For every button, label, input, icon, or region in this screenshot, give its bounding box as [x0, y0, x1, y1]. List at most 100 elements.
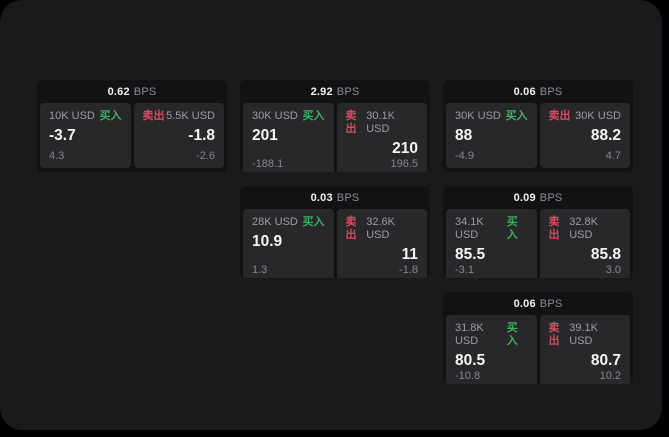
buy-quote-tile[interactable]: 28K USD 买入 10.9 1.3 — [243, 209, 334, 278]
sell-quote-tile[interactable]: 卖出 32.8K USD 85.8 3.0 — [539, 209, 630, 278]
sell-amount: 39.1K USD — [569, 322, 598, 347]
sell-delta: -2.6 — [196, 150, 215, 162]
sell-label[interactable]: 卖出 — [548, 216, 560, 241]
sell-amount: 32.6K USD — [366, 216, 395, 241]
spread-value: 0.09 — [513, 191, 536, 204]
spread-header: 0.03 BPS — [240, 186, 430, 209]
sell-label[interactable]: 卖出 — [548, 110, 571, 122]
sell-tile-header: 卖出 30K USD — [549, 110, 622, 123]
trading-quotes-panel: 0.62 BPS 10K USD 买入 -3.7 4.3 卖出 5.5K USD… — [0, 0, 662, 430]
spread-unit: BPS — [539, 297, 563, 310]
sell-label[interactable]: 卖出 — [345, 216, 357, 241]
sell-label[interactable]: 卖出 — [548, 322, 560, 347]
buy-quote-tile[interactable]: 30K USD 买入 88 -4.9 — [446, 103, 537, 168]
buy-amount: 10K USD — [49, 110, 95, 122]
sell-quote-tile[interactable]: 卖出 39.1K USD 80.7 10.2 — [539, 315, 630, 384]
buy-tile-header: 28K USD 买入 — [252, 216, 325, 229]
sell-label[interactable]: 卖出 — [345, 110, 357, 135]
quote-card-grid: 0.62 BPS 10K USD 买入 -3.7 4.3 卖出 5.5K USD… — [37, 80, 633, 384]
sell-amount: 30.1K USD — [366, 110, 395, 135]
buy-price: 10.9 — [252, 233, 283, 250]
buy-price: 88 — [455, 127, 473, 144]
spread-header: 0.09 BPS — [443, 186, 633, 209]
buy-delta: -10.8 — [455, 370, 481, 382]
quote-card: 0.03 BPS 28K USD 买入 10.9 1.3 卖出 32.6K US… — [240, 186, 430, 278]
buy-delta: -4.9 — [455, 150, 474, 162]
buy-tile-header: 31.8K USD 买入 — [455, 322, 528, 348]
spread-value: 0.03 — [310, 191, 333, 204]
buy-delta: -188.1 — [252, 158, 284, 170]
buy-amount: 31.8K USD — [455, 322, 484, 347]
buy-delta: -3.1 — [455, 264, 474, 276]
sell-tile-header: 卖出 30.1K USD — [346, 110, 419, 136]
quote-card: 0.06 BPS 31.8K USD 买入 80.5 -10.8 卖出 39.1… — [443, 292, 633, 384]
buy-label[interactable]: 买入 — [506, 216, 518, 241]
buy-quote-tile[interactable]: 34.1K USD 买入 85.5 -3.1 — [446, 209, 537, 278]
sell-tile-header: 卖出 32.6K USD — [346, 216, 419, 242]
quote-card: 0.06 BPS 30K USD 买入 88 -4.9 卖出 30K USD 8… — [443, 80, 633, 172]
spread-unit: BPS — [336, 85, 360, 98]
buy-delta: 1.3 — [252, 264, 268, 276]
buy-label[interactable]: 买入 — [505, 110, 528, 122]
spread-header: 2.92 BPS — [240, 80, 430, 103]
buy-tile-header: 34.1K USD 买入 — [455, 216, 528, 242]
sell-price: 210 — [392, 140, 418, 157]
buy-label[interactable]: 买入 — [99, 110, 122, 122]
spread-value: 2.92 — [310, 85, 333, 98]
sell-amount: 30K USD — [575, 110, 621, 122]
buy-amount: 28K USD — [252, 216, 298, 228]
buy-quote-tile[interactable]: 10K USD 买入 -3.7 4.3 — [40, 103, 131, 168]
quote-card: 2.92 BPS 30K USD 买入 201 -188.1 卖出 30.1K … — [240, 80, 430, 172]
sell-label[interactable]: 卖出 — [142, 110, 165, 122]
spread-unit: BPS — [336, 191, 360, 204]
quote-body: 30K USD 买入 201 -188.1 卖出 30.1K USD 210 1… — [240, 103, 430, 172]
buy-tile-header: 10K USD 买入 — [49, 110, 122, 123]
quote-body: 34.1K USD 买入 85.5 -3.1 卖出 32.8K USD 85.8… — [443, 209, 633, 278]
buy-quote-tile[interactable]: 31.8K USD 买入 80.5 -10.8 — [446, 315, 537, 384]
buy-amount: 30K USD — [252, 110, 298, 122]
buy-delta: 4.3 — [49, 150, 65, 162]
sell-delta: 3.0 — [605, 264, 621, 276]
sell-delta: -1.8 — [399, 264, 418, 276]
sell-delta: 196.5 — [390, 158, 418, 170]
sell-tile-header: 卖出 5.5K USD — [143, 110, 216, 123]
buy-price: 80.5 — [455, 352, 486, 369]
spread-value: 0.06 — [513, 85, 536, 98]
sell-quote-tile[interactable]: 卖出 5.5K USD -1.8 -2.6 — [133, 103, 224, 168]
buy-amount: 34.1K USD — [455, 216, 484, 241]
spread-value: 0.06 — [513, 297, 536, 310]
sell-quote-tile[interactable]: 卖出 30K USD 88.2 4.7 — [539, 103, 630, 168]
sell-price: 85.8 — [590, 246, 621, 263]
quote-body: 28K USD 买入 10.9 1.3 卖出 32.6K USD 11 -1.8 — [240, 209, 430, 278]
sell-price: 11 — [401, 246, 418, 263]
spread-header: 0.06 BPS — [443, 80, 633, 103]
buy-price: -3.7 — [49, 127, 76, 144]
buy-label[interactable]: 买入 — [506, 322, 518, 347]
sell-quote-tile[interactable]: 卖出 30.1K USD 210 196.5 — [336, 103, 427, 172]
buy-price: 85.5 — [455, 246, 486, 263]
spread-unit: BPS — [539, 85, 563, 98]
quote-body: 30K USD 买入 88 -4.9 卖出 30K USD 88.2 4.7 — [443, 103, 633, 172]
spread-unit: BPS — [133, 85, 157, 98]
sell-delta: 10.2 — [599, 370, 621, 382]
quote-card: 0.62 BPS 10K USD 买入 -3.7 4.3 卖出 5.5K USD… — [37, 80, 227, 172]
spread-unit: BPS — [539, 191, 563, 204]
spread-value: 0.62 — [107, 85, 130, 98]
buy-label[interactable]: 买入 — [302, 110, 325, 122]
sell-price: -1.8 — [188, 127, 215, 144]
sell-quote-tile[interactable]: 卖出 32.6K USD 11 -1.8 — [336, 209, 427, 278]
quote-card: 0.09 BPS 34.1K USD 买入 85.5 -3.1 卖出 32.8K… — [443, 186, 633, 278]
buy-tile-header: 30K USD 买入 — [252, 110, 325, 123]
sell-amount: 5.5K USD — [166, 110, 215, 122]
buy-quote-tile[interactable]: 30K USD 买入 201 -188.1 — [243, 103, 334, 172]
sell-amount: 32.8K USD — [569, 216, 598, 241]
sell-tile-header: 卖出 39.1K USD — [549, 322, 622, 348]
sell-delta: 4.7 — [605, 150, 621, 162]
buy-amount: 30K USD — [455, 110, 501, 122]
spread-header: 0.62 BPS — [37, 80, 227, 103]
buy-tile-header: 30K USD 买入 — [455, 110, 528, 123]
sell-price: 80.7 — [590, 352, 621, 369]
sell-price: 88.2 — [590, 127, 621, 144]
quote-body: 10K USD 买入 -3.7 4.3 卖出 5.5K USD -1.8 -2.… — [37, 103, 227, 172]
buy-label[interactable]: 买入 — [302, 216, 325, 228]
